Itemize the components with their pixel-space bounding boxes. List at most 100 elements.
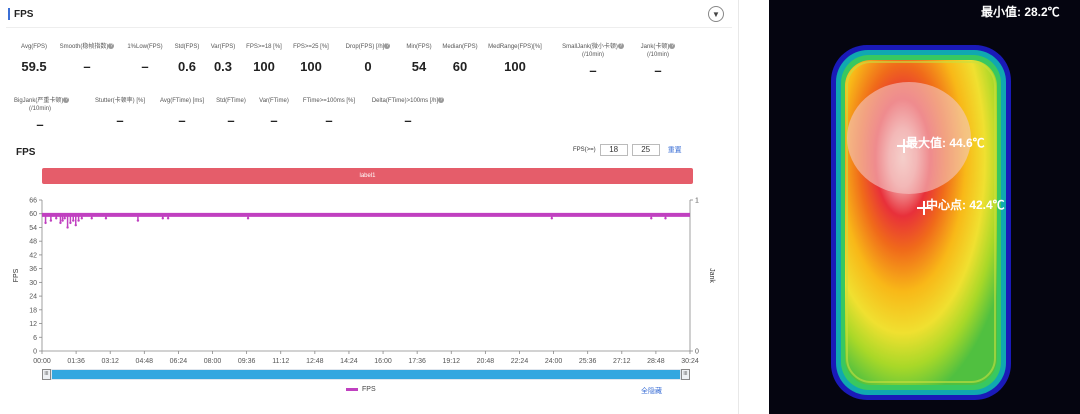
label-band: label1 [42,168,693,184]
y-tick-label: 6 [33,335,37,342]
threshold-input-2[interactable]: 25 [631,144,660,156]
metric-value: – [589,63,597,78]
metric-item: BigJank(严重卡顿)? (/10min) – [14,97,70,132]
min-temp-label: 最小值: 28.2℃ [981,5,1060,19]
help-icon[interactable]: ? [438,97,445,104]
x-tick-label: 03:12 [101,358,119,365]
fps-dip-point [650,217,653,220]
chart-title: FPS [16,147,36,158]
x-tick-label: 12:48 [306,358,324,365]
metric-value: – [36,117,44,132]
fps-dip-point [246,217,250,220]
threshold-label: FPS(>=) [573,147,596,153]
metric-label: Drop(FPS) [/h]? [345,43,391,50]
metric-item: Var(FTime) – [254,97,294,128]
metric-value: – [178,113,186,128]
metric-label: SmallJank(微小卡顿)? [562,43,624,50]
metric-label-unit: (/10min) [646,52,669,58]
help-icon[interactable]: ? [384,43,391,50]
fps-dip-point [80,217,83,220]
x-tick-label: 30:24 [681,358,699,365]
x-tick-label: 25:36 [579,358,597,365]
help-icon[interactable]: ? [669,43,676,50]
chevron-down-icon[interactable]: ▼ [708,6,724,22]
fps-dip-point [49,219,53,222]
fps-dip-point [63,217,66,220]
metric-label: Median(FPS) [442,44,478,50]
fps-dip-point [59,221,62,225]
y2-tick-label: 1 [695,198,699,205]
fps-panel: FPS ▼ Avg(FPS) 59.5 Smooth(稳帧指数)? –1%Low(FP… [6,0,739,414]
metric-item: Median(FPS) 60 [438,43,482,74]
threshold-input-1[interactable]: 18 [599,144,628,156]
y-axis-label: FPS [13,268,20,282]
max-crosshair-icon [897,139,911,153]
y-tick-label: 0 [33,349,37,356]
fps-dip-point [136,219,140,222]
metric-label: Delta(FTime)>100ms [/h]? [371,97,445,104]
metric-label-unit: (/10min) [28,106,51,112]
metric-item: MedRange(FPS)[%] 100 [484,43,546,74]
x-tick-label: 00:00 [33,358,51,365]
x-tick-label: 28:48 [647,358,665,365]
x-tick-label: 24:00 [545,358,563,365]
y2-tick-label: 0 [695,349,699,356]
x-tick-label: 14:24 [340,358,358,365]
panel-header: FPS [8,6,33,22]
metric-label-unit: (/10min) [581,52,604,58]
max-temp-label: 最大值: 44.6℃ [906,136,985,150]
metric-value: 54 [411,59,427,74]
time-range-slider[interactable]: III III [42,369,690,380]
hide-all-button[interactable]: 全隐藏 [641,388,662,395]
metric-item: Drop(FPS) [/h]? 0 [338,43,398,74]
y-tick-label: 42 [29,252,37,259]
fps-threshold-control: FPS(>=) 18 25 重置 [573,144,682,156]
slider-handle-right[interactable]: III [681,369,690,380]
metric-value: – [83,59,91,74]
metric-label: Jank(卡顿)? [640,43,676,50]
metric-label: Var(FPS) [210,44,236,50]
fps-dip-point [104,217,108,220]
x-tick-label: 08:00 [204,358,222,365]
fps-dip-point [66,226,69,229]
fps-dip-point [161,217,164,220]
y-tick-label: 18 [29,307,37,314]
x-tick-label: 19:12 [442,358,460,365]
fps-dip-point [74,223,77,227]
y-tick-label: 36 [29,266,37,273]
fps-dip-point [61,219,64,222]
header-accent-bar [8,8,10,20]
metric-value: 0 [364,59,372,74]
metric-label: FTime>=100ms [%] [302,98,356,104]
help-icon[interactable]: ? [108,43,115,50]
y-tick-label: 12 [29,321,37,328]
legend[interactable]: FPS [346,386,376,393]
metric-label: Smooth(稳帧指数)? [59,43,115,50]
reset-button[interactable]: 重置 [667,147,682,154]
metric-item: Var(FPS) 0.3 [206,43,240,74]
fps-dip-point [166,217,170,220]
help-icon[interactable]: ? [63,97,70,104]
metric-label: MedRange(FPS)[%] [488,44,542,50]
metric-item: Avg(FPS) 59.5 [14,43,54,74]
center-crosshair-icon [917,201,931,215]
fps-dip-point [664,217,667,220]
metric-item: Stutter(卡顿率) [%] – [88,97,152,128]
metric-item: FPS>=18 [%] 100 [242,43,286,74]
thermal-heatmap [769,0,1080,414]
slider-handle-left[interactable]: III [42,369,51,380]
metric-value: – [227,113,235,128]
metric-value: – [654,63,662,78]
x-tick-label: 06:24 [170,358,188,365]
metric-value: – [325,113,333,128]
metric-value: 100 [300,59,322,74]
help-icon[interactable]: ? [617,43,624,50]
metric-value: 0.3 [213,59,233,74]
metric-value: – [116,113,124,128]
x-tick-label: 04:48 [136,358,154,365]
fps-dip-point [72,219,75,222]
slider-fill [52,370,680,379]
metric-item: Std(FTime) – [212,97,250,128]
x-tick-label: 20:48 [477,358,495,365]
